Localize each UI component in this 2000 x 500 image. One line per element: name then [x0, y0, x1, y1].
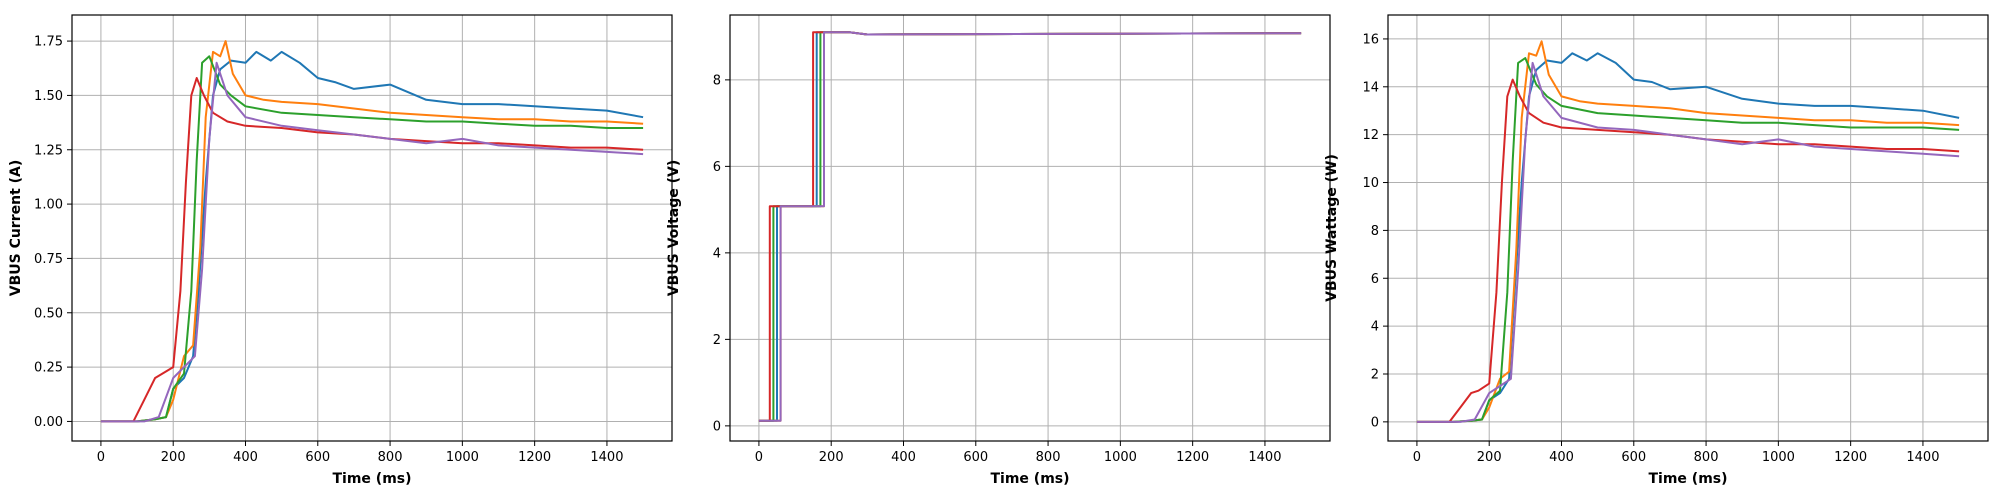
plot-frame — [71, 14, 673, 442]
series-line-2 — [100, 40, 644, 423]
x-tick-label: 200 — [1477, 450, 1502, 465]
y-axis-label: VBUS Voltage (V) — [666, 160, 682, 296]
chart-panel-3: 0 200 400 600 800 1000 1200 1400 0 2 4 6 8 10 12 14 16 Ti… — [1324, 14, 1989, 487]
y-tick-label: 1.75 — [34, 35, 63, 50]
x-tick-label: 600 — [1621, 450, 1646, 465]
x-tick-label: 1400 — [1906, 450, 1939, 465]
y-tick-label: 6 — [1371, 272, 1379, 287]
x-tick-label: 200 — [819, 450, 844, 465]
y-tick-label: 4 — [713, 246, 721, 261]
series-line-5 — [100, 61, 644, 423]
x-axis-label: Time (ms) — [990, 471, 1069, 487]
x-tick-label: 800 — [378, 450, 403, 465]
x-tick-label: 1000 — [1104, 450, 1137, 465]
plot-frame — [729, 14, 1331, 442]
series-line-1 — [758, 31, 1302, 422]
series-line-4 — [1416, 78, 1960, 423]
y-tick-label: 4 — [1371, 320, 1379, 335]
x-tick-label: 1000 — [1762, 450, 1795, 465]
series-line-3 — [758, 31, 1302, 422]
x-tick-label: 600 — [963, 450, 988, 465]
series-line-2 — [1416, 40, 1960, 423]
series-line-4 — [758, 31, 1302, 422]
chart-panel-2: 0 200 400 600 800 1000 1200 1400 0 2 4 6 8 Time (ms) V… — [666, 14, 1331, 487]
x-tick-label: 1200 — [1176, 450, 1209, 465]
y-tick-label: 16 — [1362, 32, 1379, 47]
x-tick-label: 1400 — [1248, 450, 1281, 465]
y-tick-label: 0 — [713, 419, 721, 434]
y-tick-label: 8 — [1371, 224, 1379, 239]
y-tick-label: 8 — [713, 73, 721, 88]
x-tick-label: 1000 — [446, 450, 479, 465]
x-tick-label: 200 — [161, 450, 186, 465]
y-tick-label: 12 — [1362, 128, 1379, 143]
x-tick-label: 400 — [1549, 450, 1574, 465]
x-tick-label: 0 — [1413, 450, 1421, 465]
y-axis-label: VBUS Wattage (W) — [1324, 154, 1340, 302]
y-tick-label: 0.00 — [34, 415, 63, 430]
y-tick-label: 14 — [1362, 80, 1379, 95]
series-line-2 — [758, 31, 1302, 422]
series-line-5 — [1416, 61, 1960, 423]
x-tick-label: 1400 — [590, 450, 623, 465]
plot-frame — [1387, 14, 1989, 442]
x-tick-label: 600 — [305, 450, 330, 465]
x-tick-label: 400 — [891, 450, 916, 465]
x-tick-label: 1200 — [1834, 450, 1867, 465]
x-tick-label: 0 — [755, 450, 763, 465]
x-tick-label: 400 — [233, 450, 258, 465]
y-tick-label: 0.25 — [34, 361, 63, 376]
y-tick-label: 0.50 — [34, 306, 63, 321]
y-tick-label: 10 — [1362, 176, 1379, 191]
y-axis-label: VBUS Current (A) — [8, 160, 24, 297]
y-tick-label: 2 — [1371, 367, 1379, 382]
y-tick-label: 1.00 — [34, 198, 63, 213]
x-axis-label: Time (ms) — [1648, 471, 1727, 487]
x-tick-label: 800 — [1036, 450, 1061, 465]
y-tick-label: 1.25 — [34, 143, 63, 158]
y-tick-label: 0.75 — [34, 252, 63, 267]
series-line-3 — [100, 55, 644, 423]
x-tick-label: 1200 — [518, 450, 551, 465]
chart-panel-1: 0 200 400 600 800 1000 1200 1400 0.00 0.25 0.50 0.7… — [8, 14, 673, 487]
y-tick-label: 0 — [1371, 415, 1379, 430]
y-tick-label: 2 — [713, 333, 721, 348]
y-tick-label: 1.50 — [34, 89, 63, 104]
series-line-4 — [100, 77, 644, 423]
series-line-5 — [758, 31, 1302, 422]
series-line-3 — [1416, 57, 1960, 423]
x-axis-label: Time (ms) — [332, 471, 411, 487]
x-tick-label: 0 — [97, 450, 105, 465]
series-line-1 — [100, 50, 644, 423]
y-tick-label: 6 — [713, 160, 721, 175]
x-tick-label: 800 — [1694, 450, 1719, 465]
